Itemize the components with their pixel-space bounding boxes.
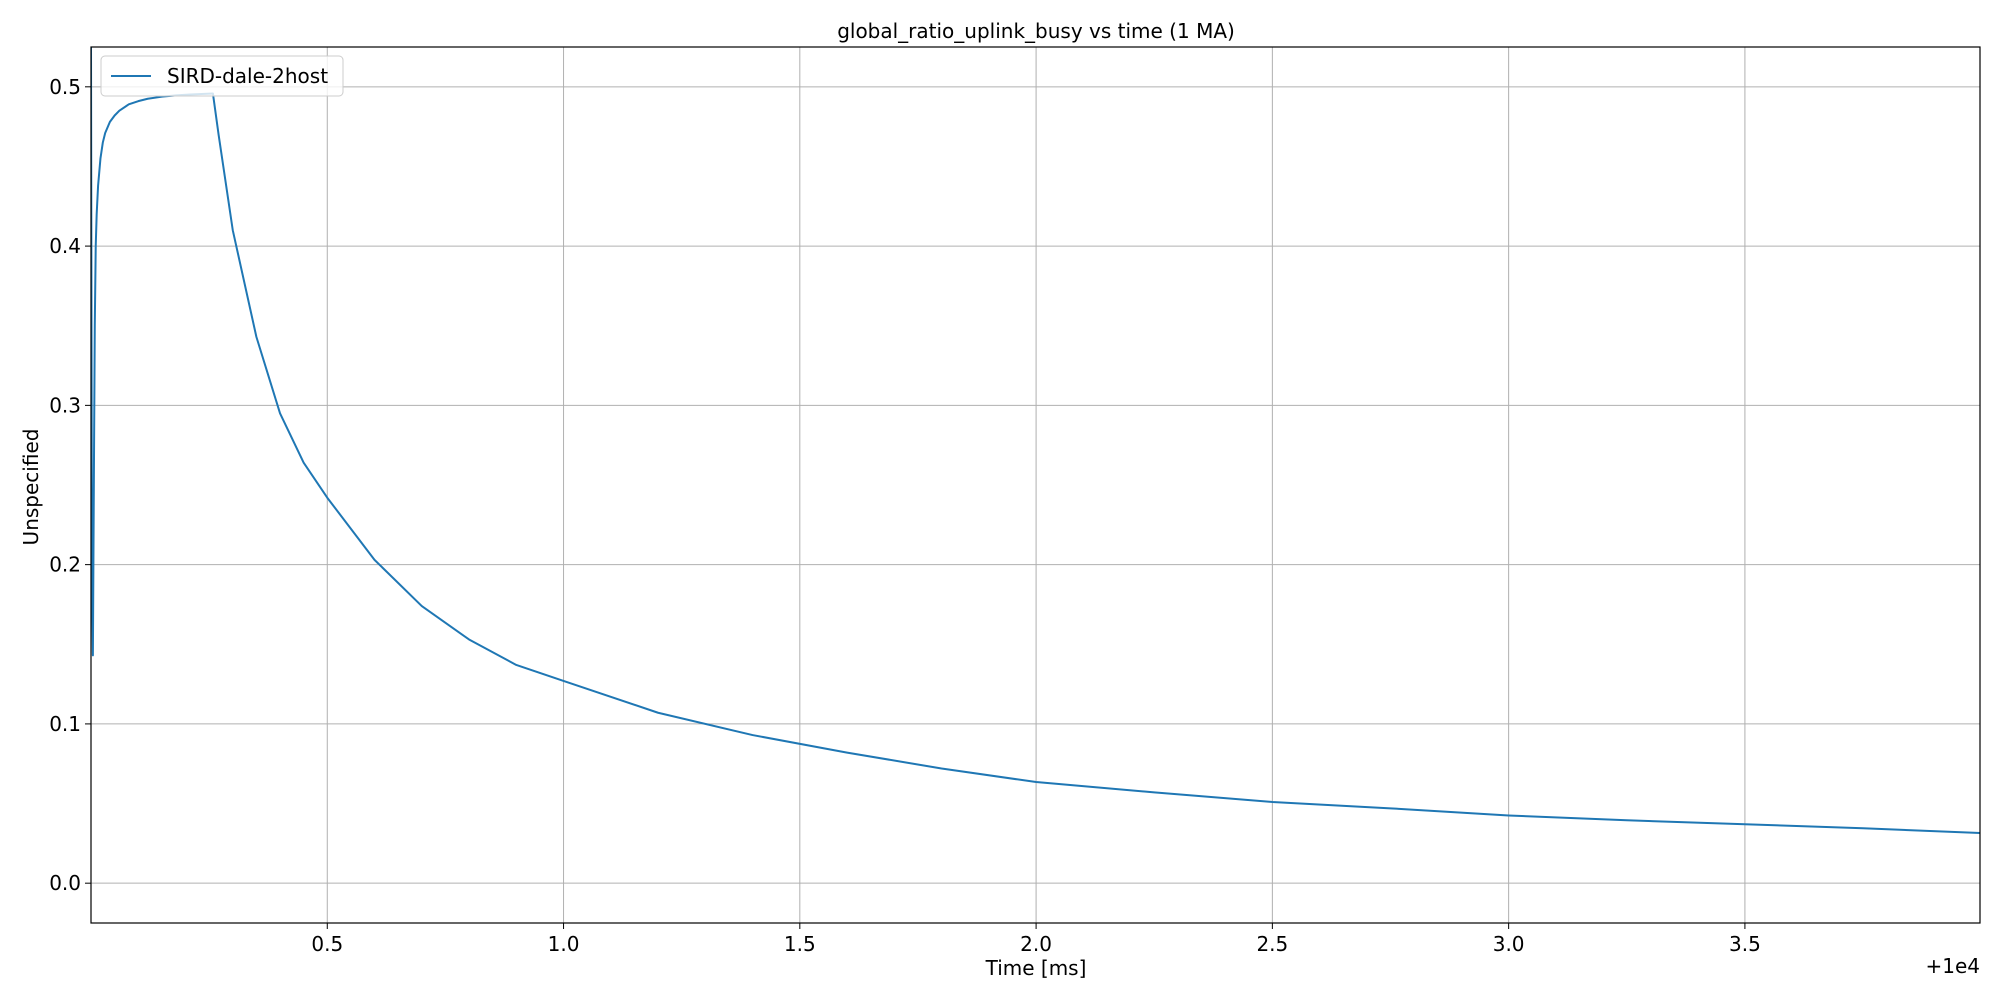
y-tick-label: 0.0 [49, 871, 81, 895]
grid [91, 47, 1980, 923]
x-tick-label: 1.0 [548, 932, 580, 956]
x-tick-label: 3.0 [1493, 932, 1525, 956]
x-axis-label: Time [ms] [985, 956, 1087, 980]
plot-frame [90, 46, 1981, 924]
x-tick-label: 2.5 [1256, 932, 1288, 956]
legend-box [100, 55, 344, 97]
y-axis-ticks: 0.0 0.1 0.2 0.3 0.4 0.5 [49, 75, 91, 895]
x-tick-label: 2.0 [1020, 932, 1052, 956]
chart-title: global_ratio_uplink_busy vs time (1 MA) [837, 19, 1235, 43]
x-tick-label: 0.5 [311, 932, 343, 956]
y-tick-label: 0.1 [49, 712, 81, 736]
x-axis-ticks: 0.5 1.0 1.5 2.0 2.5 3.0 3.5 [311, 923, 1761, 956]
y-axis-label: Unspecified [19, 429, 43, 546]
series-line [91, 47, 1980, 835]
x-tick-label: 1.5 [784, 932, 816, 956]
x-tick-label: 3.5 [1729, 932, 1761, 956]
y-tick-label: 0.4 [49, 234, 81, 258]
y-tick-label: 0.3 [49, 393, 81, 417]
legend-label: SIRD-dale-2host [167, 64, 328, 88]
y-tick-label: 0.2 [49, 553, 81, 577]
y-tick-label: 0.5 [49, 75, 81, 99]
x-axis-offset-label: +1e4 [1925, 954, 1980, 978]
legend: SIRD-dale-2host [100, 55, 344, 97]
plot-area [91, 47, 1980, 835]
